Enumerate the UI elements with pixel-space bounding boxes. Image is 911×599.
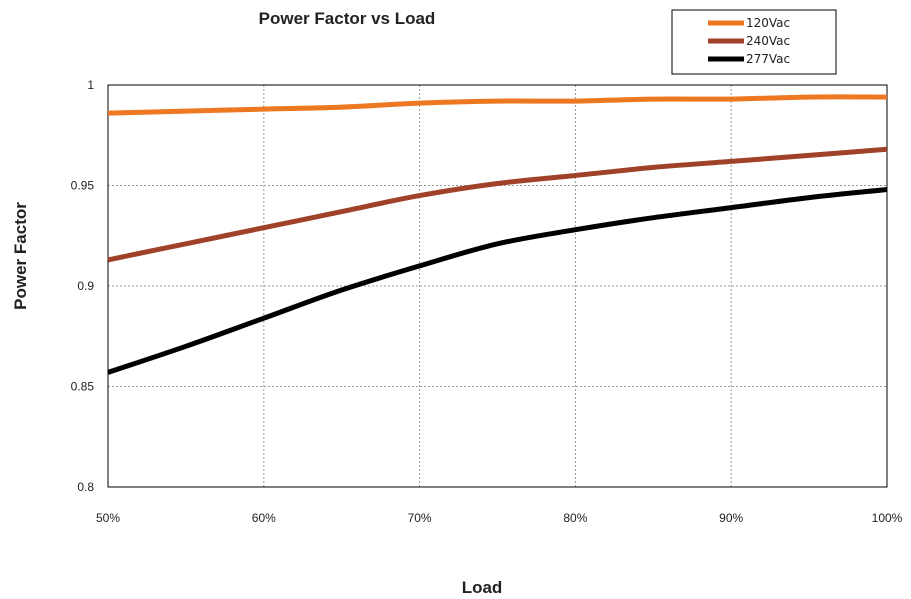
y-axis-label: Power Factor (11, 202, 30, 310)
legend-items: 120Vac 240Vac 277Vac (708, 16, 790, 66)
x-tick-labels: 50% 60% 70% 80% 90% 100% (96, 511, 903, 525)
x-tick-label: 80% (563, 511, 587, 525)
y-tick-label: 0.85 (71, 380, 95, 394)
x-tick-label: 70% (408, 511, 432, 525)
y-tick-label: 1 (87, 78, 94, 92)
legend: 120Vac 240Vac 277Vac (671, 9, 837, 75)
series-line-240Vac (107, 146, 888, 263)
legend-box (671, 9, 837, 75)
y-tick-label: 0.9 (77, 279, 94, 293)
plot-area-border (107, 84, 888, 488)
series-lines (107, 94, 888, 375)
series-line-277Vac (107, 187, 888, 375)
grid-lines (108, 85, 887, 487)
legend-label: 240Vac (746, 34, 790, 48)
x-axis-label: Load (462, 578, 503, 597)
y-tick-label: 0.8 (77, 480, 94, 494)
x-tick-label: 90% (719, 511, 743, 525)
chart-title: Power Factor vs Load (259, 9, 436, 28)
legend-label: 120Vac (746, 16, 790, 30)
legend-label: 277Vac (746, 52, 790, 66)
x-tick-label: 100% (872, 511, 903, 525)
y-tick-labels: 0.8 0.85 0.9 0.95 1 (71, 78, 95, 494)
x-tick-label: 60% (252, 511, 276, 525)
series-line-120Vac (107, 94, 888, 116)
x-tick-label: 50% (96, 511, 120, 525)
y-tick-label: 0.95 (71, 179, 95, 193)
